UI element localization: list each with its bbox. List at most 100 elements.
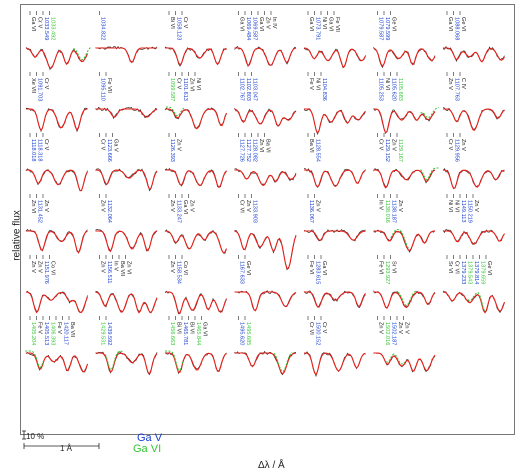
line-identification: 1500.152 [315,322,321,345]
model-spectrum [304,169,366,188]
model-spectrum [25,291,89,314]
line-identification: 1118.018 [30,139,36,162]
model-spectrum [95,47,157,64]
observed-spectrum [373,168,436,187]
line-identification: 1079.587 [378,17,384,40]
spectrum-panel: Zn V 1158.534 Co VI [164,255,228,315]
spectrum-panel: Ga VI 1073.791 Ni VI Ga VI Fe VII [303,11,366,69]
line-identification: Cr VI [308,322,314,335]
model-spectrum [373,169,436,189]
line-identification: 1129.152 [384,139,390,162]
model-spectrum [95,352,158,375]
line-identification: 1405.204 [30,322,36,345]
model-spectrum [373,352,436,372]
line-identification: 1293.927 [384,261,390,284]
model-spectrum [165,108,228,130]
line-identification: Cr V [321,322,327,333]
observed-spectrum [25,168,88,192]
line-identification: Zn V [447,78,453,90]
line-identification: Zn V [397,322,403,334]
line-identification: 1118.318 [37,139,43,162]
line-identification: Cr V [447,139,453,150]
line-identification: Ni VI [447,200,453,213]
model-spectrum [26,108,88,132]
line-identification: 1069.587 [252,17,258,40]
spectrum-panel: 1429.531 1439.592 [95,316,158,376]
line-identification: 1079.599 [384,17,390,40]
line-identification: 1104.836 [321,78,327,101]
line-identification: Ga VI [447,17,453,32]
line-identification: Zn V [169,200,175,212]
line-identification: Cr V [378,139,384,150]
line-identification: Cr V [37,17,43,28]
line-identification: Fe VII [106,78,112,93]
line-identification: 1105.620 [391,78,397,101]
line-identification: 1103.047 [252,78,258,101]
line-identification: Zn V [189,200,195,212]
spectrum-panel: Zn V Zn V 1151.976 Co VI [25,255,89,314]
line-identification: Ni VI [315,78,321,91]
line-identification: 1091.703 [37,78,43,101]
line-identification: Cr V [100,139,106,150]
line-identification: Cr V [182,17,188,28]
line-identification: 1127.752 [245,139,251,162]
line-identification: 1283.615 [315,261,321,284]
line-identification: Zn V [404,322,410,334]
line-identification: Bi VI [176,322,182,334]
line-identification: 1099.587 [169,78,175,101]
line-identification: Zn V [397,200,403,212]
ga6-model-segment [467,292,486,311]
observed-spectrum [234,350,297,376]
ga6-model-segment [73,46,92,61]
model-spectrum [303,352,366,376]
model-spectrum [443,230,505,245]
observed-spectrum [25,47,88,71]
line-identification: Ga VI [30,17,36,32]
line-identification: 1150.219 [467,200,473,223]
line-identification: Ba VI [265,139,271,153]
line-identification: Zn V [169,261,175,273]
model-spectrum [304,291,366,308]
model-spectrum [165,169,227,189]
line-identification: 1102.803 [245,78,251,101]
spectrum-panel: Cr V 1123.666 Ga V [95,133,158,192]
ga6-model-segment [420,106,439,119]
model-spectrum [443,47,505,63]
line-identification: Ga VI [239,17,245,32]
line-identification: 1128.082 [252,139,258,162]
line-identification: 1128.554 [315,139,321,162]
line-identification: Fe VI [308,261,314,275]
observed-spectrum [442,229,505,246]
spectrum-panel: Sr VI Cr VI 1379.233 1379.543 1379.814 1379.6… [442,255,506,314]
line-identification: 1158.534 [176,261,182,284]
line-identification: 1156.511 [106,261,112,284]
line-identification: 1502.187 [391,322,397,345]
model-spectrum [304,230,366,241]
line-identification: Zn V [391,139,397,151]
line-identification: Ni VI [321,17,327,30]
model-spectrum [443,108,505,131]
spectrum-panel: 1118.018 1118.318 Cr V [25,133,88,192]
model-spectrum [234,169,297,187]
legend-ga5: Ga V [137,432,163,444]
line-identification: 1034.822 [100,17,106,40]
observed-spectrum [95,106,158,120]
line-identification: 1088.068 [454,17,460,40]
line-identification: 1129.956 [454,139,460,162]
line-identification: Cr V [176,78,182,89]
observed-spectrum [164,290,227,315]
model-spectrum [95,169,158,191]
line-identification: 1429.531 [100,322,106,345]
observed-spectrum [303,108,366,136]
line-identification: 1073.791 [315,17,321,40]
line-identification: Zn V [100,200,106,212]
line-identification: Zn V [460,139,466,151]
spectrum-panel: Ga VI Cr V 1033.549 1033.492 [25,11,92,71]
line-identification: Zn V [43,200,49,212]
observed-spectrum [164,107,227,129]
line-identification: Ni VI [454,200,460,213]
spectrum-panel: Ni VI Ni VI 1149.113 1150.219 Zn V [442,194,505,246]
line-identification: 1105.683 [397,78,403,101]
line-identification: 1420.117 [63,322,69,345]
flux-scale-label: 10 % [26,432,45,441]
